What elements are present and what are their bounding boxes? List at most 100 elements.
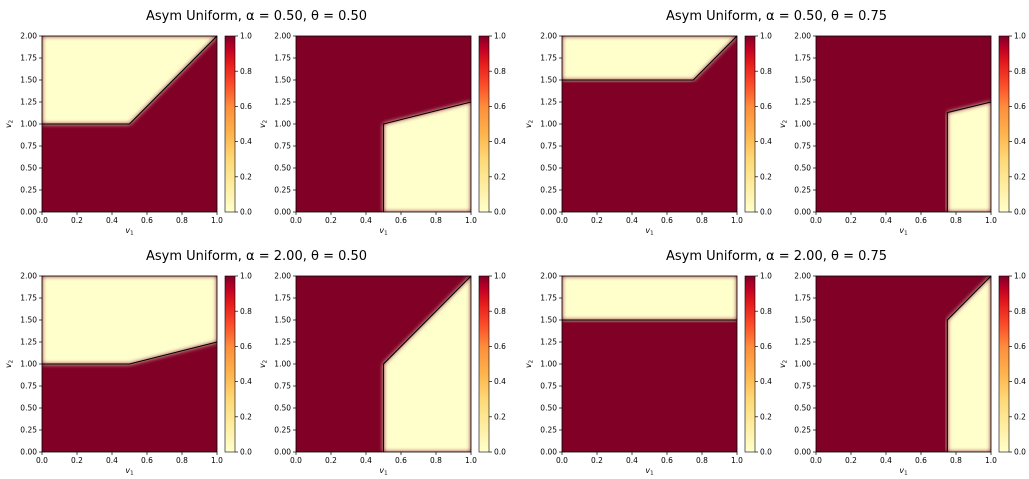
colorbar-tick-label: 0.8 xyxy=(760,67,772,76)
colorbar-tick-label: 0.4 xyxy=(1014,377,1026,386)
colorbar-tick-label: 0.6 xyxy=(1014,342,1026,351)
x-tick-label: 0.0 xyxy=(36,216,48,225)
y-tick-label: 1.00 xyxy=(20,360,37,369)
x-axis-label: v1 xyxy=(379,226,387,237)
colorbar-tick-label: 0.6 xyxy=(760,102,772,111)
y-tick-label: 0.50 xyxy=(274,164,291,173)
y-tick-label: 2.00 xyxy=(540,272,557,281)
colorbar-tick-label: 0.4 xyxy=(760,377,772,386)
y-axis-label: v2 xyxy=(4,120,15,128)
x-tick-label: 0.8 xyxy=(176,216,188,225)
y-tick-label: 2.00 xyxy=(274,272,291,281)
y-tick-label: 0.00 xyxy=(540,448,557,457)
heatmap-low-region xyxy=(562,36,737,80)
y-tick-label: 1.50 xyxy=(794,316,811,325)
x-axis-label: v1 xyxy=(125,466,133,477)
colorbar-tick-label: 0.2 xyxy=(240,412,252,421)
x-tick-label: 0.0 xyxy=(810,456,822,465)
decision-boundary-line xyxy=(562,35,738,81)
colorbar: 0.0 0.2 0.4 0.6 0.8 1.0 xyxy=(478,272,506,457)
x-tick-label: 1.0 xyxy=(465,216,477,225)
chart-group-title: Asym Uniform, α = 0.50, θ = 0.50 xyxy=(146,9,367,24)
y-tick-label: 1.50 xyxy=(20,76,37,85)
colorbar: 0.0 0.2 0.4 0.6 0.8 1.0 xyxy=(998,32,1026,217)
y-tick-label: 1.50 xyxy=(20,316,37,325)
decision-boundary-line xyxy=(382,101,472,212)
x-tick-label: 1.0 xyxy=(985,216,997,225)
y-tick-label: 1.25 xyxy=(20,338,37,347)
y-tick-label: 1.00 xyxy=(20,120,37,129)
y-tick-label: 1.75 xyxy=(20,54,37,63)
colorbar-tick-label: 1.0 xyxy=(240,272,252,281)
y-tick-label: 1.00 xyxy=(540,120,557,129)
y-tick-label: 1.25 xyxy=(540,98,557,107)
x-tick-label: 1.0 xyxy=(465,456,477,465)
x-tick-label: 0.6 xyxy=(661,456,673,465)
decision-boundary-line xyxy=(42,35,218,125)
y-axis-label: v2 xyxy=(4,360,15,368)
x-tick-label: 0.6 xyxy=(395,216,407,225)
colorbar-tick-label: 0.0 xyxy=(1014,448,1026,457)
colorbar-tick-label: 0.4 xyxy=(1014,137,1026,146)
x-tick-label: 0.4 xyxy=(106,456,118,465)
colorbar-tick-label: 0.8 xyxy=(1014,307,1026,316)
colorbar-tick-label: 0.6 xyxy=(240,342,252,351)
colorbar-tick-label: 1.0 xyxy=(1014,272,1026,281)
x-tick-label: 0.6 xyxy=(661,216,673,225)
y-tick-label: 1.50 xyxy=(540,316,557,325)
colorbar-tick-label: 0.4 xyxy=(760,137,772,146)
x-tick-label: 0.4 xyxy=(626,456,638,465)
colorbar-tick-label: 0.8 xyxy=(1014,67,1026,76)
heatmap-low-region xyxy=(947,276,991,452)
y-tick-label: 2.00 xyxy=(794,32,811,41)
x-tick-label: 0.0 xyxy=(290,456,302,465)
colorbar-tick-label: 1.0 xyxy=(1014,32,1026,41)
y-tick-label: 0.50 xyxy=(794,404,811,413)
x-tick-label: 0.0 xyxy=(810,216,822,225)
y-axis-label: v2 xyxy=(258,120,269,128)
y-tick-label: 0.75 xyxy=(274,382,291,391)
colorbar-tick-label: 0.2 xyxy=(494,172,506,181)
colorbar-gradient xyxy=(744,35,756,213)
y-tick-label: 0.00 xyxy=(20,448,37,457)
y-tick-label: 0.75 xyxy=(20,142,37,151)
x-tick-label: 1.0 xyxy=(211,216,223,225)
y-tick-label: 1.25 xyxy=(274,98,291,107)
colorbar-tick-label: 0.6 xyxy=(494,342,506,351)
y-tick-label: 1.25 xyxy=(20,98,37,107)
y-tick-label: 0.00 xyxy=(794,448,811,457)
y-axis-label: v2 xyxy=(524,120,535,128)
x-tick-label: 0.2 xyxy=(591,216,603,225)
colorbar-tick-label: 0.0 xyxy=(760,448,772,457)
y-tick-label: 2.00 xyxy=(20,272,37,281)
x-tick-label: 0.0 xyxy=(290,216,302,225)
colorbar-gradient xyxy=(998,275,1010,453)
y-tick-label: 1.00 xyxy=(794,360,811,369)
y-tick-label: 2.00 xyxy=(20,32,37,41)
colorbar-tick-label: 0.6 xyxy=(494,102,506,111)
y-tick-label: 1.00 xyxy=(794,120,811,129)
colorbar-tick-label: 0.0 xyxy=(494,208,506,217)
heatmap-panel-4-2: 0.0 0.2 0.4 0.6 0.8 1.0 0.00 0.25 0.50 0.75 1.00 1.… xyxy=(778,272,1026,477)
y-tick-label: 0.00 xyxy=(540,208,557,217)
x-tick-label: 0.6 xyxy=(141,456,153,465)
colorbar-tick-label: 0.0 xyxy=(240,448,252,457)
colorbar-gradient xyxy=(478,275,490,453)
y-tick-label: 0.25 xyxy=(20,186,37,195)
y-tick-label: 0.25 xyxy=(274,426,291,435)
heatmap-panel-3-1: 0.0 0.2 0.4 0.6 0.8 1.0 0.00 0.25 0.50 0.75 1.00 1.… xyxy=(4,272,252,477)
y-tick-label: 0.75 xyxy=(794,142,811,151)
colorbar-tick-label: 1.0 xyxy=(760,272,772,281)
colorbar-tick-label: 0.0 xyxy=(760,208,772,217)
x-tick-label: 0.4 xyxy=(880,216,892,225)
x-tick-label: 0.8 xyxy=(950,456,962,465)
y-tick-label: 0.50 xyxy=(20,164,37,173)
y-tick-label: 0.25 xyxy=(274,186,291,195)
x-tick-label: 0.4 xyxy=(626,216,638,225)
x-axis-label: v1 xyxy=(645,466,653,477)
colorbar: 0.0 0.2 0.4 0.6 0.8 1.0 xyxy=(478,32,506,217)
x-tick-label: 0.4 xyxy=(106,216,118,225)
colorbar: 0.0 0.2 0.4 0.6 0.8 1.0 xyxy=(998,272,1026,457)
heatmap-panel-4-1: 0.0 0.2 0.4 0.6 0.8 1.0 0.00 0.25 0.50 0.75 1.00 1.… xyxy=(524,272,772,477)
y-axis-label: v2 xyxy=(778,360,789,368)
